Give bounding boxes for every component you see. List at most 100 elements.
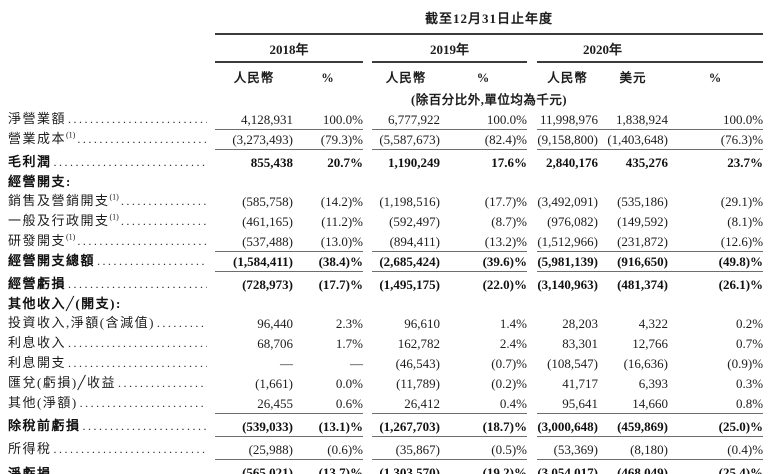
cell-2020-pct <box>668 172 763 191</box>
row-label: 淨營業額 <box>8 111 67 126</box>
cell-2020-pct: (0.4)% <box>668 436 764 460</box>
spacer <box>527 373 537 393</box>
cell-2020-rmb: 95,641 <box>537 393 598 414</box>
table-row: 利息收入 68,706 1.7% 162,782 2.4% 83,301 12,… <box>8 333 763 353</box>
cell-2019-pct: (19.2)% <box>440 459 527 474</box>
year-label-2018: 2018年 <box>215 34 363 63</box>
table-row: 其他收入╱(開支): <box>8 294 763 313</box>
cell-2018-rmb: 68,706 <box>257 336 293 351</box>
table-row: 毛利潤 855,438 20.7% 1,190,249 17.6% 2,840,… <box>8 149 763 172</box>
spacer <box>527 271 537 294</box>
period-title: 截至12月31日止年度 <box>215 6 764 35</box>
cell-2020-usd: (916,650) <box>598 251 668 272</box>
table-row: 利息開支 — — (46,543) (0.7)% (108,547) (16,6… <box>8 353 763 373</box>
cell-2020-usd: 435,276 <box>625 155 668 170</box>
cell-2020-rmb: 41,717 <box>562 376 598 391</box>
row-label: 所得稅 <box>8 441 52 456</box>
dot-leader <box>157 316 207 331</box>
cell-2019-pct: (17.7)% <box>484 194 527 209</box>
row-label: 利息收入 <box>8 335 67 350</box>
spacer <box>363 149 372 172</box>
spacer <box>363 251 372 271</box>
table-row: 銷售及營銷開支(1) (585,758) (14.2)% (1,198,516)… <box>8 191 763 211</box>
table-row: 除稅前虧損 (539,033) (13.1)% (1,267,703) (18.… <box>8 413 764 437</box>
cell-2020-pct: (49.8)% <box>668 251 764 272</box>
spacer <box>527 459 537 474</box>
cell-2018-rmb: 96,440 <box>257 316 293 331</box>
spacer <box>527 191 537 211</box>
dot-leader <box>83 419 207 434</box>
cell-2020-usd: 14,660 <box>598 393 668 414</box>
cell-2020-rmb <box>537 172 598 191</box>
table-row: 經營開支: <box>8 172 763 191</box>
income-statement-table: 截至12月31日止年度 2018年 2019年 2020年 人民幣 % 人民幣 … <box>8 6 764 474</box>
cell-2020-usd: (149,592) <box>617 214 668 229</box>
cell-2018-pct: 0.0% <box>335 376 363 391</box>
cell-2019-pct: (22.0)% <box>482 277 527 292</box>
table-row: 淨虧損 (565,021) (13.7)% (1,303,570) (19.2)… <box>8 459 764 474</box>
spacer <box>527 251 537 271</box>
cell-2020-usd: 6,393 <box>638 376 668 391</box>
spacer <box>527 62 537 87</box>
cell-2018-pct: (0.6)% <box>293 436 363 460</box>
cell-2018-rmb: (3,273,493) <box>215 129 293 150</box>
cell-2019-rmb: (1,198,516) <box>379 194 440 209</box>
cell-2020-pct: 0.8% <box>668 393 764 414</box>
spacer <box>363 129 372 149</box>
cell-2019-rmb: (11,789) <box>396 376 440 391</box>
cell-2018-rmb: 4,128,931 <box>215 109 293 130</box>
cell-2020-usd: (468,049) <box>598 459 668 474</box>
spacer <box>527 172 537 191</box>
cell-2019-rmb: 96,610 <box>404 316 440 331</box>
row-label: 經營開支總額 <box>8 253 96 268</box>
cell-2020-rmb <box>537 294 598 313</box>
cell-2018-rmb: (728,973) <box>242 277 293 292</box>
cell-2020-pct: (25.0)% <box>668 413 764 437</box>
cell-2020-rmb: (3,492,091) <box>537 194 598 209</box>
cell-2020-rmb: (108,547) <box>547 356 598 371</box>
row-label: 毛利潤 <box>8 154 52 169</box>
cell-2020-usd: 1,838,924 <box>598 109 668 130</box>
cell-2020-rmb: (976,082) <box>547 214 598 229</box>
cell-2019-pct: (18.7)% <box>440 413 527 437</box>
cell-2020-usd <box>598 294 668 313</box>
cell-2018-pct: 2.3% <box>335 316 363 331</box>
cell-2019-rmb: (894,411) <box>372 231 440 252</box>
row-label: 利息開支 <box>8 355 67 370</box>
cell-2019-rmb: 1,190,249 <box>388 155 440 170</box>
cell-2019-rmb: (5,587,673) <box>372 129 440 150</box>
cell-2018-rmb: (537,488) <box>215 231 293 252</box>
table-row: 經營虧損 (728,973) (17.7)% (1,495,175) (22.0… <box>8 271 763 294</box>
spacer <box>527 231 537 251</box>
cell-2018-pct: 20.7% <box>327 155 363 170</box>
table-row: 經營開支總額 (1,584,411) (38.4)% (2,685,424) (… <box>8 251 764 272</box>
cell-2019-pct: (0.7)% <box>491 356 527 371</box>
dot-leader <box>68 277 207 292</box>
cell-2019-pct: (0.2)% <box>491 376 527 391</box>
spacer <box>8 87 215 109</box>
cell-2020-rmb: (3,054,017) <box>537 459 598 474</box>
dot-leader <box>68 336 207 351</box>
cell-2019-pct <box>440 294 527 313</box>
spacer <box>527 313 537 333</box>
table-row: 研發開支(1) (537,488) (13.0)% (894,411) (13.… <box>8 231 764 252</box>
cell-2020-usd: (1,403,648) <box>598 129 668 150</box>
dot-leader <box>77 132 207 147</box>
spacer <box>363 373 372 393</box>
cell-2019-rmb: (1,267,703) <box>372 413 440 437</box>
spacer <box>363 393 372 413</box>
spacer <box>363 271 372 294</box>
cell-2018-pct: 100.0% <box>293 109 363 130</box>
row-label: 匯兌(虧損)╱收益 <box>8 375 116 390</box>
cell-2019-rmb: 26,412 <box>372 393 440 414</box>
dot-leader <box>121 194 207 209</box>
cell-2020-rmb: (3,000,648) <box>537 413 598 437</box>
spacer <box>363 191 372 211</box>
cell-2020-pct: (29.1)% <box>720 194 764 209</box>
cell-2019-pct: 100.0% <box>440 109 527 130</box>
cell-2020-rmb: 28,203 <box>562 316 598 331</box>
row-label: 投資收入,淨額(含減值) <box>8 315 155 330</box>
cell-2020-rmb: 11,998,976 <box>537 109 598 130</box>
spacer <box>527 129 537 149</box>
